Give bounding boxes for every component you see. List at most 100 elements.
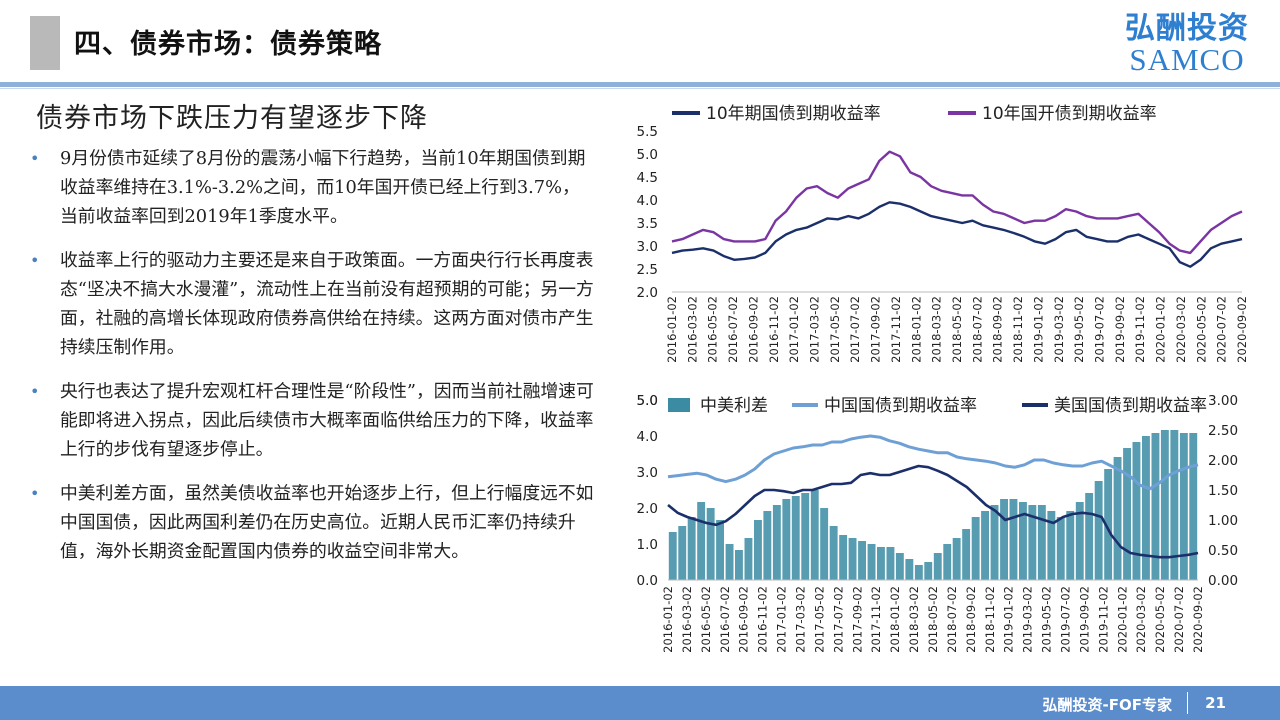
x-tick-label: 2018-05-02 [926,586,940,653]
y-tick-label: 2.5 [637,262,658,278]
spread-bar [829,526,838,580]
series-line-cn-govt [667,434,1199,491]
spread-bar [687,517,696,580]
x-tick-label: 2018-07-02 [945,586,959,653]
spread-bar [1189,433,1198,580]
spread-bar [1142,436,1150,580]
bullet-dot-icon: • [30,484,40,503]
x-tick-label: 2019-11-02 [1096,586,1110,653]
bullet-item: • 收益率上行的驱动力主要还是来自于政策面。一方面央行行长再度表态“坚决不搞大水漫… [30,246,595,362]
x-tick-label: 2017-07-02 [848,296,862,363]
x-tick-label: 2016-09-02 [746,296,760,363]
spread-bar [962,529,971,580]
legend-label: 10年国开债到期收益率 [982,104,1157,124]
section-tag-bar [30,16,60,70]
y-tick-label: 2.0 [637,285,658,301]
x-tick-label: 2016-07-02 [718,586,732,653]
spread-bar [810,490,819,580]
y-right-tick-label: 3.00 [1208,393,1238,409]
spread-bar [1132,442,1141,580]
bullet-dot-icon: • [30,251,40,270]
x-tick-label: 2017-05-02 [828,296,842,363]
x-tick-label: 2019-05-02 [1040,586,1054,653]
spread-bar [791,496,800,580]
y-left-tick-label: 0.0 [637,573,658,589]
x-tick-label: 2019-11-02 [1133,296,1147,363]
spread-bar [668,532,677,580]
y-tick-label: 3.5 [637,216,658,232]
x-tick-label: 2018-01-02 [909,296,923,363]
spread-bar [1151,433,1160,580]
x-tick-label: 2018-03-02 [930,296,944,363]
spread-bar [735,550,743,580]
spread-bar [858,541,866,580]
bullet-text: 收益率上行的驱动力主要还是来自于政策面。一方面央行行长再度表态“坚决不搞大水漫灌… [60,250,594,358]
x-tick-label: 2020-01-02 [1154,296,1168,363]
spread-combo-chart: 5.0 4.0 3.0 2.0 1.0 0.0 3.00 2.50 2.00 1.50 1.00 0.… [637,392,1247,653]
bullet-text: 央行也表达了提升宏观杠杆合理性是“阶段性”，因而当前社融增速可能即将进入拐点，因… [60,381,594,460]
footer-separator [1187,692,1188,714]
x-tick-label: 2017-01-02 [775,586,789,653]
y-tick-label: 4.5 [637,170,658,186]
y-tick-label: 3.0 [637,239,658,255]
spread-bar [697,502,706,580]
spread-bar [1009,499,1018,580]
x-tick-label: 2020-03-02 [1174,296,1188,363]
x-tick-label: 2016-11-02 [756,586,770,653]
bullet-item: • 中美利差方面，虽然美债收益率也开始逐步上行，但上行幅度远不如中国国债，因此两国… [30,479,595,566]
spread-bar [990,505,999,580]
x-tick-label: 2018-05-02 [950,296,964,363]
spread-bar [895,553,904,580]
x-tick-label: 2016-01-02 [665,296,679,363]
x-tick-label: 2019-05-02 [1072,296,1086,363]
bullet-text: 9月份债市延续了8月份的震荡小幅下行趋势，当前10年期国债到期收益率维持在3.1… [60,148,586,227]
spread-bar [1085,493,1094,580]
spread-bar [706,508,715,580]
x-tick-label: 2018-03-02 [907,586,921,653]
spread-bar [1179,433,1188,580]
y-right-tick-label: 2.00 [1208,453,1238,469]
x-tick-label: 2017-03-02 [794,586,808,653]
x-tick-label: 2020-03-02 [1134,586,1148,653]
spread-bar [1113,457,1122,580]
spread-bar [867,544,876,580]
x-tick-label: 2016-09-02 [737,586,751,653]
x-tick-label: 2019-09-02 [1077,586,1091,653]
spread-bar [763,511,772,580]
spread-bar [933,553,942,580]
series-line-us-govt [667,464,1199,559]
x-tick-label: 2019-07-02 [1059,586,1073,653]
spread-bar [801,493,810,580]
header-divider [0,82,1280,87]
spread-bar [924,562,933,580]
y-right-tick-label: 0.50 [1208,543,1238,559]
bullet-list: • 9月份债市延续了8月份的震荡小幅下行趋势，当前10年期国债到期收益率维持在3.… [30,144,595,581]
legend-label: 美国国债到期收益率 [1054,396,1207,416]
x-tick-label: 2016-11-02 [767,296,781,363]
x-tick-label: 2020-01-02 [1115,586,1129,653]
spread-bar [725,544,734,580]
x-tick-label: 2019-03-02 [1021,586,1035,653]
x-tick-label: 2020-09-02 [1191,586,1205,653]
spread-bar [1075,502,1084,580]
spread-bar [839,535,848,580]
bullet-dot-icon: • [30,149,40,168]
spread-bar [1047,511,1056,580]
x-tick-label: 2019-01-02 [1002,586,1016,653]
x-tick-label: 2019-09-02 [1113,296,1127,363]
logo-cn: 弘酬投资 [1125,11,1249,46]
x-tick-label: 2017-09-02 [850,586,864,653]
legend-label: 中国国债到期收益率 [824,396,977,416]
y-left-tick-label: 5.0 [637,393,658,409]
series-line-10y-cdb [671,150,1243,255]
spread-bar [1056,517,1065,580]
spread-bar [981,511,989,580]
spread-bar [971,517,980,580]
spread-bar [1104,469,1113,580]
x-tick-label: 2016-01-02 [661,586,675,653]
x-tick-label: 2020-07-02 [1215,296,1229,363]
legend-label: 中美利差 [700,396,768,416]
spread-bar [716,520,724,580]
x-tick-label: 2016-03-02 [680,586,694,653]
bullet-item: • 央行也表达了提升宏观杠杆合理性是“阶段性”，因而当前社融增速可能即将进入拐点，… [30,377,595,464]
